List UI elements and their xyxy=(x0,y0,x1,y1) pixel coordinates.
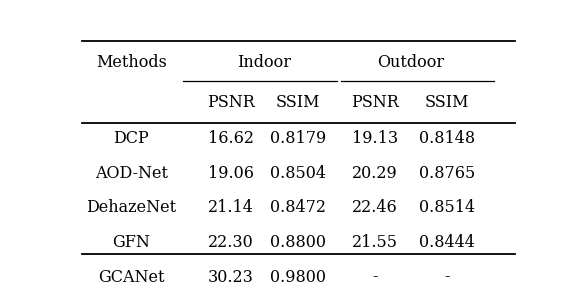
Text: DehazeNet: DehazeNet xyxy=(86,199,176,216)
Text: 30.23: 30.23 xyxy=(208,269,254,286)
Text: Indoor: Indoor xyxy=(237,54,292,71)
Text: 16.62: 16.62 xyxy=(208,130,254,147)
Text: -: - xyxy=(372,269,378,286)
Text: 0.8179: 0.8179 xyxy=(270,130,327,147)
Text: Outdoor: Outdoor xyxy=(378,54,445,71)
Text: 22.46: 22.46 xyxy=(352,199,398,216)
Text: 0.8504: 0.8504 xyxy=(270,165,327,182)
Text: GFN: GFN xyxy=(112,234,150,251)
Text: 19.13: 19.13 xyxy=(352,130,398,147)
Text: 19.06: 19.06 xyxy=(208,165,254,182)
Text: 20.29: 20.29 xyxy=(352,165,398,182)
Text: SSIM: SSIM xyxy=(425,95,469,111)
Text: 0.8800: 0.8800 xyxy=(270,234,327,251)
Text: AOD-Net: AOD-Net xyxy=(95,165,168,182)
Text: PSNR: PSNR xyxy=(207,95,254,111)
Text: -: - xyxy=(445,269,450,286)
Text: GCANet: GCANet xyxy=(98,269,165,286)
Text: 0.8514: 0.8514 xyxy=(419,199,475,216)
Text: 0.8148: 0.8148 xyxy=(419,130,475,147)
Text: 21.14: 21.14 xyxy=(208,199,254,216)
Text: 0.8472: 0.8472 xyxy=(270,199,327,216)
Text: 0.8444: 0.8444 xyxy=(419,234,475,251)
Text: 0.9800: 0.9800 xyxy=(270,269,327,286)
Text: 0.8765: 0.8765 xyxy=(419,165,475,182)
Text: 21.55: 21.55 xyxy=(352,234,398,251)
Text: 22.30: 22.30 xyxy=(208,234,254,251)
Text: SSIM: SSIM xyxy=(276,95,321,111)
Text: DCP: DCP xyxy=(113,130,149,147)
Text: Methods: Methods xyxy=(96,54,167,71)
Text: PSNR: PSNR xyxy=(351,95,399,111)
